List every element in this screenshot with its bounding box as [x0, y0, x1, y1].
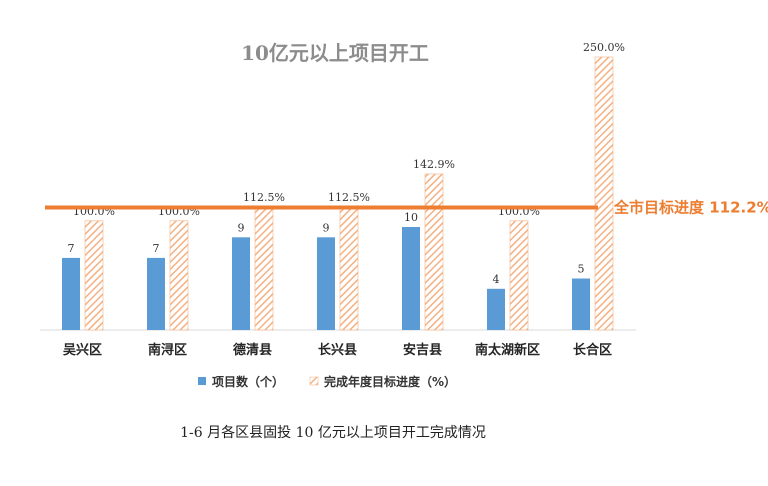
legend-label-count: 项目数（个）	[212, 374, 284, 389]
bar-progress-0	[84, 220, 104, 331]
category-labels: 吴兴区 南浔区 德清县 长兴县 安吉县 南太湖新区 长合区	[63, 342, 612, 358]
bar-progress-1	[169, 220, 189, 331]
data-label-progress-2: 112.5%	[243, 191, 285, 204]
data-label-count-5: 4	[493, 273, 500, 286]
data-label-count-4: 10	[404, 211, 418, 224]
category-label-3: 长兴县	[318, 342, 357, 358]
category-label-1: 南浔区	[148, 342, 187, 358]
figure-caption: 1-6 月各区县固投 10 亿元以上项目开工完成情况	[180, 425, 486, 441]
category-label-2: 德清县	[233, 342, 272, 358]
bar-group: 7100.0%7100.0%9112.5%9112.5%10142.9%4100…	[62, 41, 625, 331]
bar-count-2	[232, 237, 250, 330]
bar-count-6	[572, 278, 590, 330]
bar-count-5	[487, 288, 505, 330]
bar-count-3	[317, 237, 335, 330]
category-label-4: 安吉县	[403, 342, 442, 358]
legend-swatch-count	[198, 377, 206, 385]
legend-swatch-progress	[309, 376, 319, 386]
bar-count-1	[147, 257, 165, 330]
data-label-progress-4: 142.9%	[413, 158, 455, 171]
bar-progress-2	[254, 206, 274, 331]
reference-line-group: 全市目标进度 112.2%	[45, 198, 768, 216]
data-label-count-6: 5	[578, 263, 585, 276]
data-label-progress-3: 112.5%	[328, 191, 370, 204]
bar-progress-5	[509, 220, 529, 331]
data-label-progress-6: 250.0%	[583, 41, 625, 54]
category-label-6: 长合区	[573, 342, 612, 358]
data-label-count-1: 7	[153, 242, 160, 255]
data-label-count-2: 9	[238, 221, 245, 234]
category-label-5: 南太湖新区	[475, 342, 540, 358]
data-label-count-3: 9	[323, 221, 330, 234]
reference-line-label: 全市目标进度 112.2%	[613, 198, 768, 216]
legend: 项目数（个） 完成年度目标进度（%）	[198, 374, 456, 389]
bar-progress-3	[339, 206, 359, 331]
category-label-0: 吴兴区	[63, 342, 102, 358]
bar-progress-4	[424, 173, 444, 331]
legend-label-progress: 完成年度目标进度（%）	[324, 374, 456, 389]
bar-progress-6	[594, 56, 614, 331]
chart-title: 10亿元以上项目开工	[241, 41, 429, 65]
bar-count-0	[62, 257, 80, 330]
bar-count-4	[402, 227, 420, 330]
data-label-count-0: 7	[68, 242, 75, 255]
